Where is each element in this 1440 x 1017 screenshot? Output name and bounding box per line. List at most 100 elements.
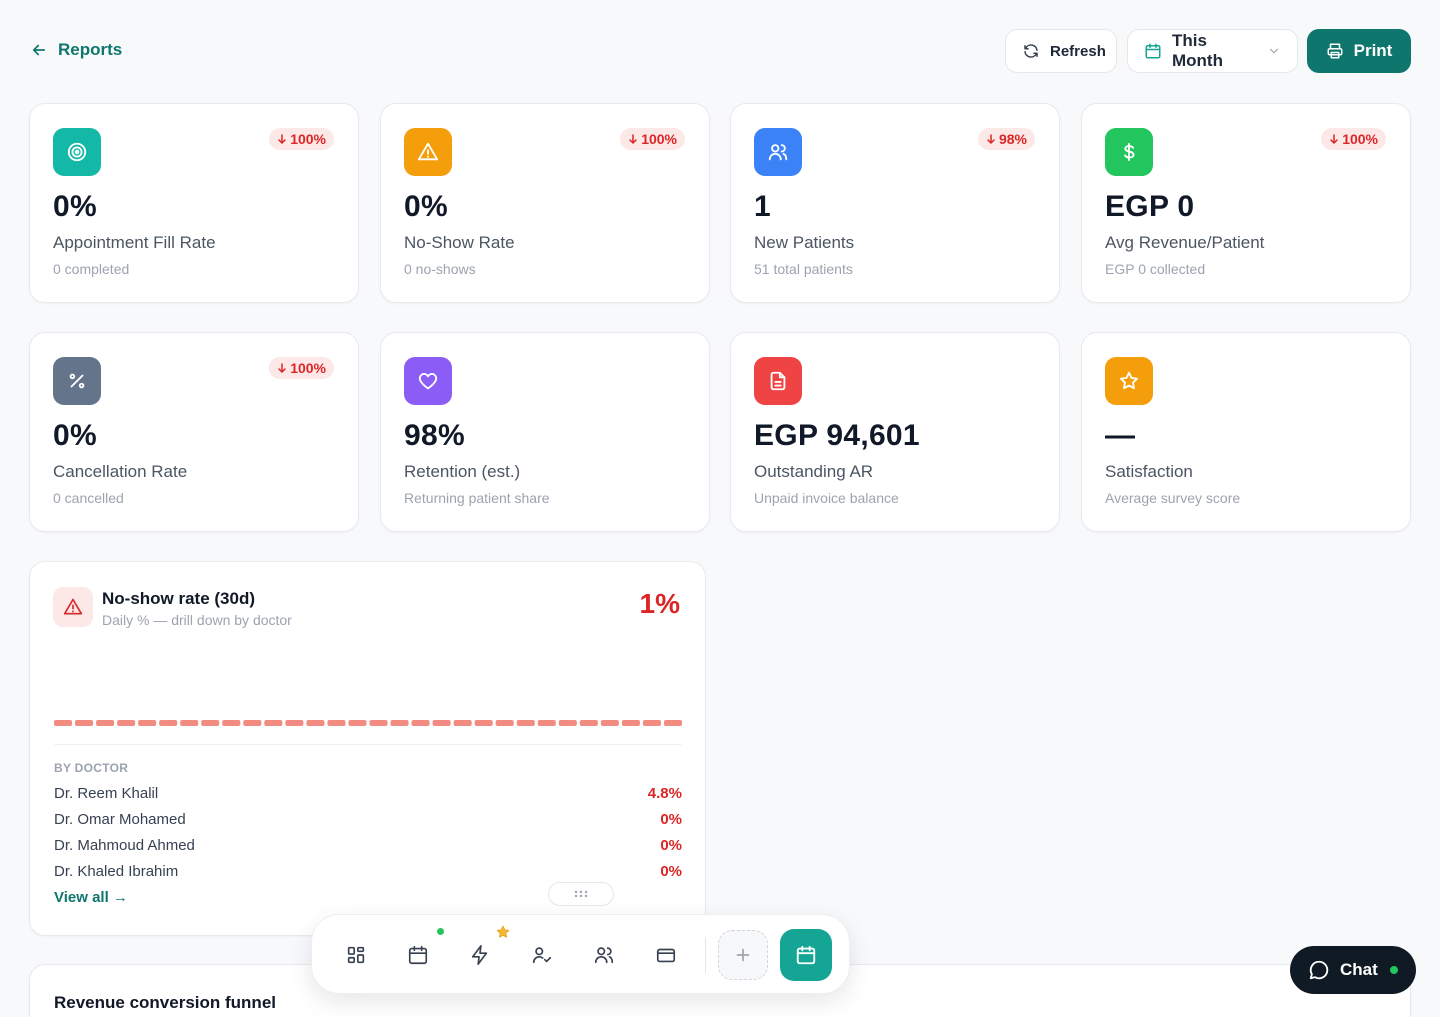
kpi-icon-box	[1105, 357, 1153, 405]
kpi-card-avg-revenue[interactable]: 100% EGP 0 Avg Revenue/Patient EGP 0 col…	[1081, 103, 1411, 303]
kpi-card-cancellation[interactable]: 100% 0% Cancellation Rate 0 cancelled	[29, 332, 359, 532]
doctor-row[interactable]: Dr. Mahmoud Ahmed 0%	[54, 837, 682, 857]
kpi-card-outstanding-ar[interactable]: EGP 94,601 Outstanding AR Unpaid invoice…	[730, 332, 1060, 532]
kpi-value: 1	[754, 190, 771, 223]
dock-billing[interactable]	[641, 930, 691, 980]
drag-handle[interactable]	[548, 882, 614, 906]
daily-bar[interactable]	[96, 720, 115, 726]
daily-bar[interactable]	[390, 720, 409, 726]
kpi-card-no-show[interactable]: 100% 0% No-Show Rate 0 no-shows	[380, 103, 710, 303]
calendar-icon	[1145, 43, 1161, 59]
kpi-delta-value: 100%	[641, 131, 677, 147]
daily-bar[interactable]	[306, 720, 325, 726]
kpi-sub: 0 completed	[53, 261, 130, 277]
daily-bar[interactable]	[180, 720, 199, 726]
kpi-card-fill-rate[interactable]: 100% 0% Appointment Fill Rate 0 complete…	[29, 103, 359, 303]
chat-label: Chat	[1340, 960, 1378, 979]
no-show-title: No-show rate (30d)	[102, 589, 256, 608]
user-check-icon	[532, 947, 552, 964]
doctor-name: Dr. Mahmoud Ahmed	[54, 837, 195, 854]
daily-bar[interactable]	[117, 720, 136, 726]
online-dot	[1389, 966, 1398, 974]
daily-bar[interactable]	[285, 720, 304, 726]
dock-checkin[interactable]	[517, 930, 567, 980]
kpi-delta-value: 100%	[290, 131, 326, 147]
back-link[interactable]: Reports	[30, 40, 122, 60]
kpi-delta-badge: 100%	[269, 357, 334, 379]
chat-button[interactable]: Chat	[1290, 946, 1416, 994]
dock-separator	[705, 937, 706, 973]
dock-calendar[interactable]	[393, 930, 443, 980]
refresh-button[interactable]: Refresh	[1005, 29, 1117, 73]
daily-bar[interactable]	[75, 720, 94, 726]
daily-bar[interactable]	[537, 720, 556, 726]
doctor-row[interactable]: Dr. Reem Khalil 4.8%	[54, 785, 682, 805]
daily-bar[interactable]	[54, 720, 73, 726]
daily-bar[interactable]	[558, 720, 577, 726]
plus-icon	[736, 948, 750, 962]
daily-bar[interactable]	[432, 720, 451, 726]
daily-bar[interactable]	[159, 720, 178, 726]
period-select[interactable]: This Month	[1127, 29, 1298, 73]
dock-add-button[interactable]	[718, 930, 768, 980]
kpi-value: 0%	[404, 190, 448, 223]
doctor-rate: 0%	[660, 811, 682, 828]
dock-new-appointment-button[interactable]	[780, 929, 832, 981]
kpi-delta-badge: 100%	[269, 128, 334, 150]
kpi-value: EGP 0	[1105, 190, 1195, 223]
daily-bar[interactable]	[621, 720, 640, 726]
kpi-sub: Returning patient share	[404, 490, 550, 506]
refresh-icon	[1024, 44, 1038, 58]
kpi-label: Retention (est.)	[404, 462, 521, 481]
daily-bar[interactable]	[642, 720, 661, 726]
daily-bar[interactable]	[600, 720, 619, 726]
daily-bar[interactable]	[138, 720, 157, 726]
kpi-value: 98%	[404, 419, 465, 452]
kpi-card-satisfaction[interactable]: — Satisfaction Average survey score	[1081, 332, 1411, 532]
lightning-icon	[471, 945, 488, 965]
chevron-down-icon	[1269, 48, 1279, 54]
dock-dashboard[interactable]	[331, 930, 381, 980]
dock-quick-actions[interactable]	[455, 930, 505, 980]
daily-bar[interactable]	[201, 720, 220, 726]
daily-bar[interactable]	[663, 720, 682, 726]
no-show-daily-chart[interactable]	[54, 720, 682, 726]
dock-patients[interactable]	[579, 930, 629, 980]
view-all-link[interactable]: View all →	[54, 889, 128, 906]
daily-bar[interactable]	[369, 720, 388, 726]
target-icon	[67, 142, 87, 162]
arrow-down-icon	[1330, 134, 1338, 144]
kpi-label: Appointment Fill Rate	[53, 233, 216, 252]
daily-bar[interactable]	[327, 720, 346, 726]
doctor-row[interactable]: Dr. Khaled Ibrahim 0%	[54, 863, 682, 883]
daily-bar[interactable]	[474, 720, 493, 726]
no-show-subtitle: Daily % — drill down by doctor	[102, 612, 292, 628]
kpi-label: Cancellation Rate	[53, 462, 188, 481]
no-show-value: 1%	[639, 588, 680, 619]
daily-bar[interactable]	[579, 720, 598, 726]
kpi-sub: 0 cancelled	[53, 490, 124, 506]
daily-bar[interactable]	[516, 720, 535, 726]
print-label: Print	[1353, 41, 1393, 60]
period-label: This Month	[1172, 31, 1223, 70]
warning-icon	[417, 142, 439, 161]
daily-bar[interactable]	[348, 720, 367, 726]
daily-bar[interactable]	[243, 720, 262, 726]
by-doctor-label: BY DOCTOR	[54, 761, 129, 775]
daily-bar[interactable]	[453, 720, 472, 726]
doctor-rate: 4.8%	[647, 785, 682, 802]
kpi-card-new-patients[interactable]: 98% 1 New Patients 51 total patients	[730, 103, 1060, 303]
refresh-label: Refresh	[1050, 42, 1106, 60]
kpi-value: 0%	[53, 419, 97, 452]
doctor-name: Dr. Reem Khalil	[54, 785, 159, 802]
doctor-row[interactable]: Dr. Omar Mohamed 0%	[54, 811, 682, 831]
daily-bar[interactable]	[495, 720, 514, 726]
daily-bar[interactable]	[411, 720, 430, 726]
kpi-value: —	[1105, 419, 1136, 452]
arrow-left-icon	[32, 44, 46, 56]
kpi-card-retention[interactable]: 98% Retention (est.) Returning patient s…	[380, 332, 710, 532]
daily-bar[interactable]	[264, 720, 283, 726]
daily-bar[interactable]	[222, 720, 241, 726]
kpi-icon-box	[404, 357, 452, 405]
print-button[interactable]: Print	[1307, 29, 1411, 73]
